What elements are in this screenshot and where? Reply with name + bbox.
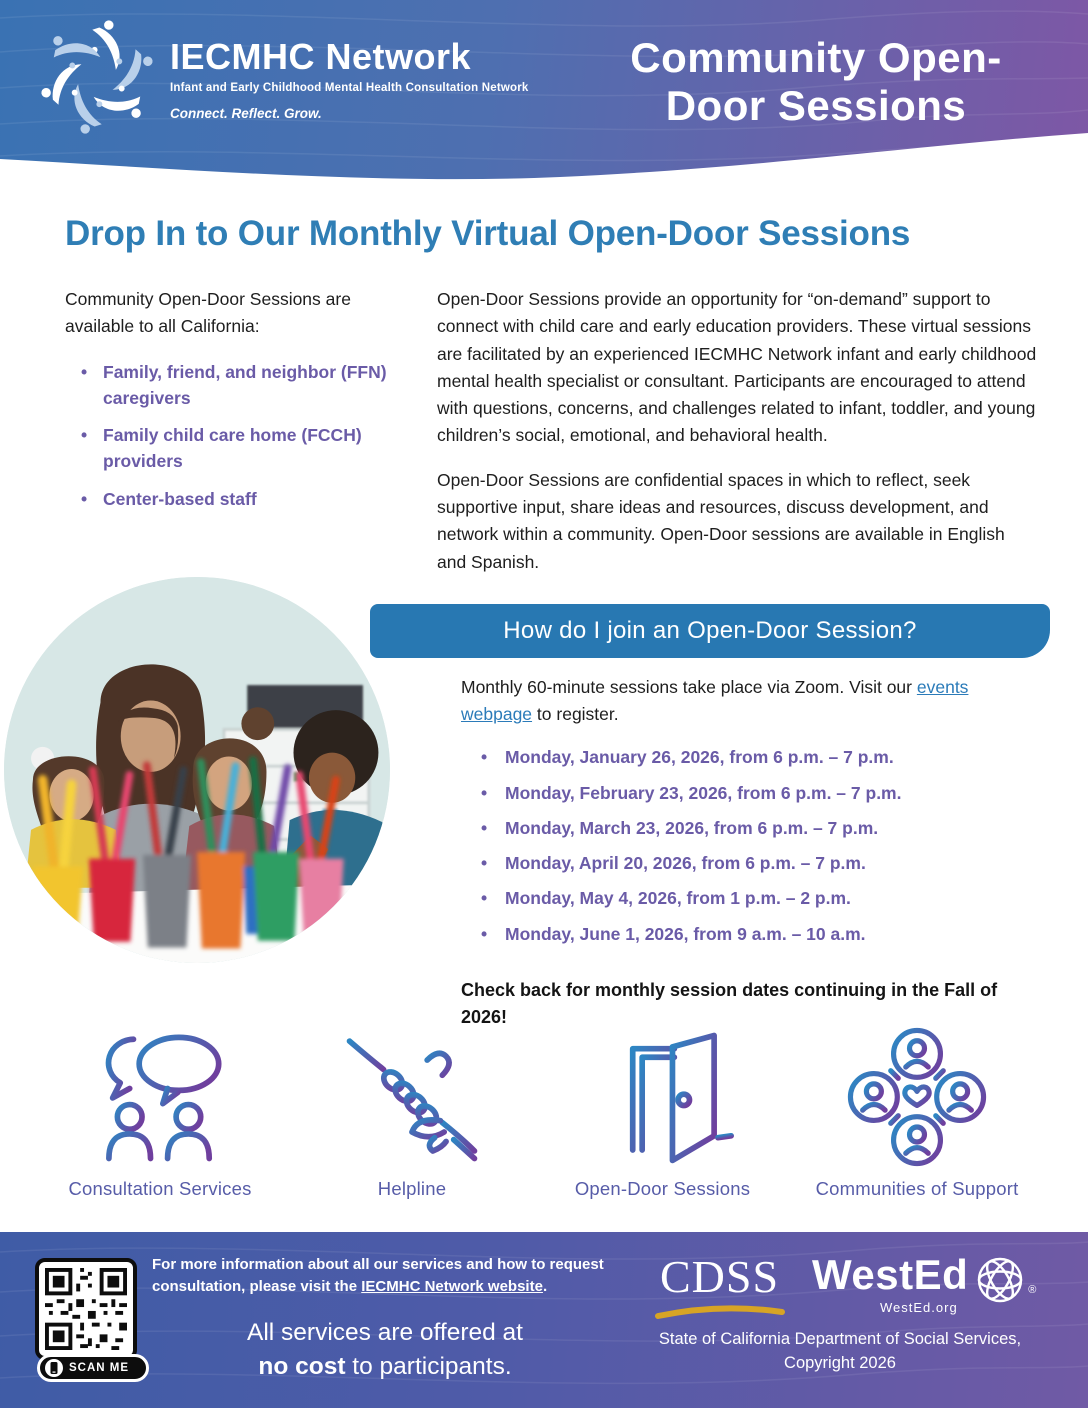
brand-name: IECMHC Network — [170, 36, 472, 77]
wested-globe-icon — [978, 1257, 1023, 1303]
scan-me-badge: SCAN ME — [37, 1354, 149, 1382]
wested-logo: WestEd ® — [812, 1254, 1036, 1306]
description-paragraph-1: Open-Door Sessions provide an opportunit… — [437, 289, 1037, 446]
helping-hands-icon — [346, 1038, 478, 1162]
children-activity-photo — [4, 577, 390, 963]
intro-columns: Community Open-Door Sessions are availab… — [65, 286, 1040, 576]
phone-icon — [45, 1359, 63, 1377]
join-content: Monthly 60-minute sessions take place vi… — [461, 674, 1041, 1031]
service-label: Open-Door Sessions — [574, 1178, 751, 1199]
page-title: Community Open- Door Sessions — [630, 34, 1002, 130]
cdss-swoosh — [655, 1305, 785, 1319]
service-helpline: Helpline — [292, 1026, 532, 1200]
session-date: Monday, February 23, 2026, from 6 p.m. –… — [461, 780, 1041, 807]
brand-tagline: Connect. Reflect. Grow. — [170, 106, 322, 121]
session-date: Monday, May 4, 2026, from 1 p.m. – 2 p.m… — [461, 885, 1041, 912]
session-date: Monday, March 23, 2026, from 6 p.m. – 7 … — [461, 815, 1041, 842]
brand-subtitle: Infant and Early Childhood Mental Health… — [170, 82, 529, 94]
service-open-door: Open-Door Sessions — [535, 1026, 790, 1200]
audience-item: Family, friend, and neighbor (FFN) careg… — [65, 359, 423, 412]
service-label: Consultation Services — [68, 1178, 252, 1199]
join-intro-text-after: to register. — [536, 704, 619, 725]
audience-item: Family child care home (FCCH) providers — [65, 422, 423, 475]
description-paragraph-2: Open-Door Sessions are confidential spac… — [437, 469, 1005, 572]
consultation-chat-icon — [105, 1034, 222, 1162]
iecmhc-website-link[interactable]: IECMHC Network website — [361, 1277, 543, 1295]
events-webpage-link[interactable]: events webpage — [461, 677, 969, 725]
service-label: Communities of Support — [815, 1178, 1019, 1199]
session-dates-list: Monday, January 26, 2026, from 6 p.m. – … — [461, 744, 1041, 947]
check-back-note: Check back for monthly session dates con… — [461, 979, 998, 1027]
copyright-text: State of California Department of Social… — [658, 1330, 1022, 1372]
iecmhc-swirl-logo-icon — [41, 20, 153, 134]
community-support-icon — [847, 1027, 987, 1167]
brand-logo-group: IECMHC Network Infant and Early Childhoo… — [38, 14, 529, 140]
service-consultation: Consultation Services — [30, 1026, 290, 1200]
session-date: Monday, April 20, 2026, from 6 p.m. – 7 … — [461, 850, 1041, 877]
header-banner: IECMHC Network Infant and Early Childhoo… — [0, 0, 1088, 191]
service-communities: Communities of Support — [782, 1026, 1052, 1200]
join-intro-text: Monthly 60-minute sessions take place vi… — [461, 677, 912, 697]
open-door-icon — [597, 1032, 734, 1164]
scan-me-label: SCAN ME — [69, 1362, 130, 1374]
service-label: Helpline — [377, 1178, 447, 1199]
footer-info-text: For more information about all our servi… — [152, 1256, 604, 1295]
header-bottom-wave — [0, 133, 1088, 191]
session-date: Monday, June 1, 2026, from 9 a.m. – 10 a… — [461, 921, 1041, 948]
session-date: Monday, January 26, 2026, from 6 p.m. – … — [461, 744, 1041, 771]
cdss-logo: CDSS — [652, 1250, 787, 1324]
footer-banner: SCAN ME For more information about all o… — [0, 1232, 1088, 1408]
qr-code — [35, 1258, 137, 1360]
qr-code-block: SCAN ME — [35, 1258, 149, 1382]
audience-item: Center-based staff — [65, 486, 423, 513]
audience-list: Family, friend, and neighbor (FFN) careg… — [65, 359, 423, 513]
no-cost-statement: All services are offered at no cost to p… — [247, 1319, 523, 1381]
join-section-banner: How do I join an Open-Door Session? — [370, 604, 1050, 658]
wested-org-url: WestEd.org — [880, 1300, 958, 1315]
main-heading: Drop In to Our Monthly Virtual Open-Door… — [65, 214, 911, 253]
audience-intro: Community Open-Door Sessions are availab… — [65, 289, 351, 337]
